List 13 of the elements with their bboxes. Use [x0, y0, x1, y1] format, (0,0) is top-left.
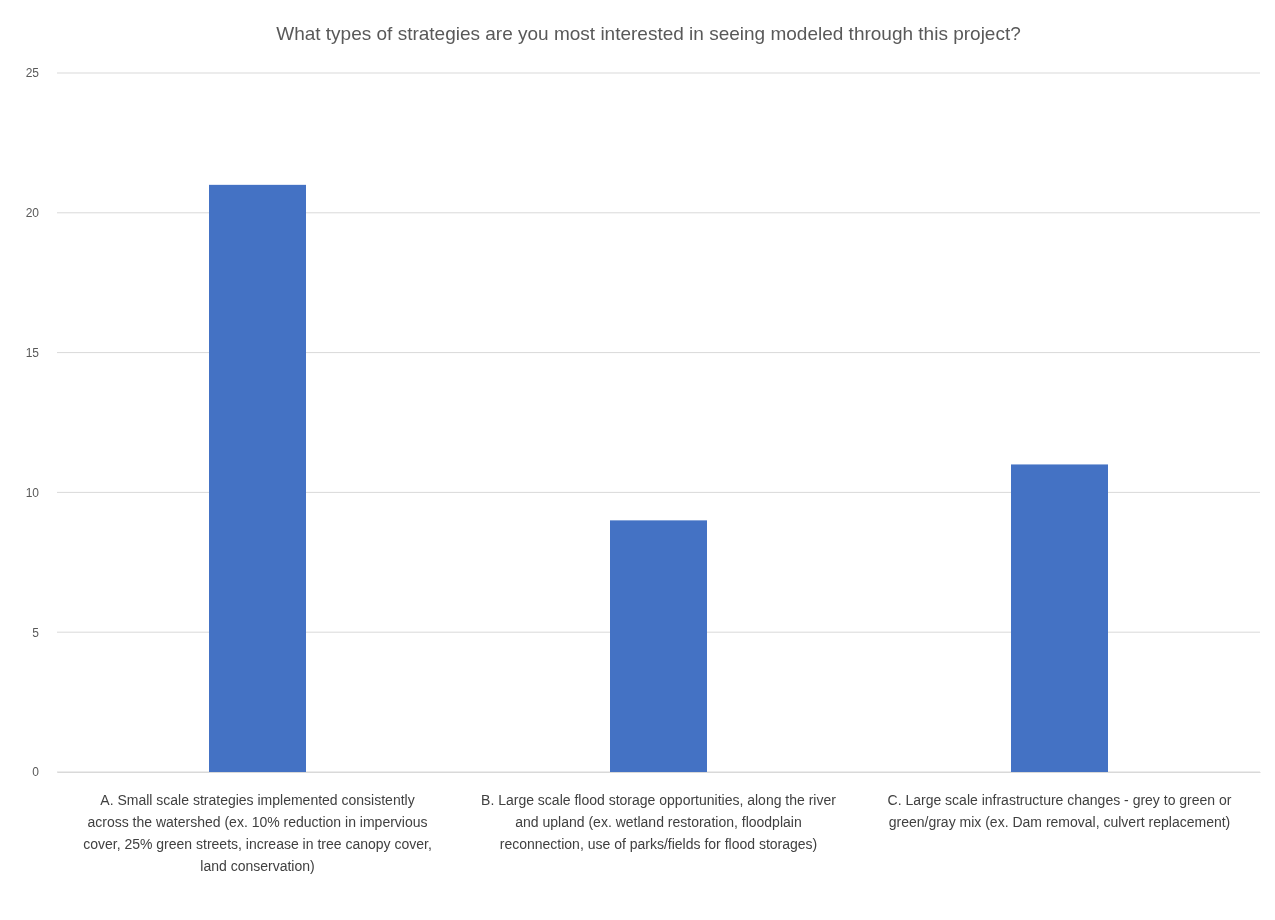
bar: [610, 520, 707, 772]
chart-title: What types of strategies are you most interested in seeing modeled through this project?: [276, 23, 1021, 44]
x-tick-label: B. Large scale flood storage opportunities, along the river and upland (ex. wetland restoration, floodplain reconnection, use of parks/fields for flood storages): [481, 792, 837, 852]
y-tick-label: 10: [25, 485, 40, 500]
y-tick-label: 15: [25, 345, 40, 360]
y-tick-label: 0: [32, 765, 40, 780]
x-tick-label: A. Small scale strategies implemented consistently across the watershed (ex. 10% reduction in impervious cover, 25% green streets, increase in tree canopy cover, land conservation): [83, 792, 432, 874]
bar: [1011, 464, 1108, 772]
y-tick-label: 5: [32, 625, 40, 640]
bar: [209, 184, 306, 772]
x-tick-label: C. Large scale infrastructure changes - grey to green or green/gray mix (ex. Dam removal, culvert replacement): [887, 792, 1232, 830]
y-tick-label: 20: [25, 206, 40, 221]
y-tick-label: 25: [25, 66, 40, 81]
